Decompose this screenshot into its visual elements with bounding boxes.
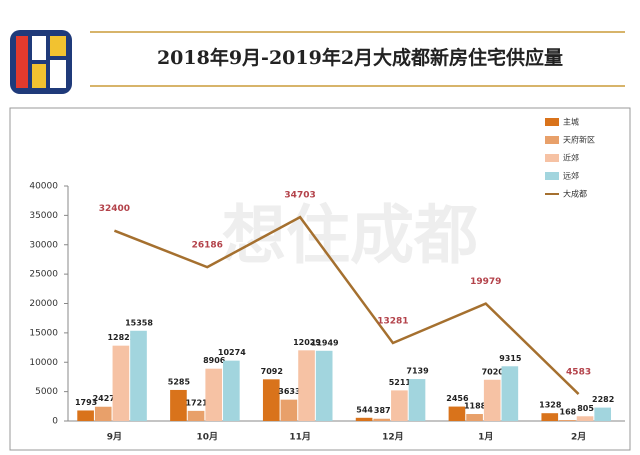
bar: [541, 413, 559, 421]
bar-value-label: 12029: [293, 338, 321, 347]
legend-label: 主城: [563, 117, 579, 127]
bar: [483, 379, 501, 421]
bar: [448, 406, 466, 421]
line-value-label: 13281: [377, 316, 408, 326]
chart-frame: [9, 107, 631, 451]
bar-value-label: 2427: [93, 394, 115, 403]
bar: [466, 414, 483, 421]
x-tick-label: 12月: [382, 432, 404, 443]
bar: [559, 420, 576, 421]
bar: [94, 406, 112, 421]
bar-value-label: 7139: [406, 367, 429, 376]
y-tick-label: 25000: [29, 270, 58, 280]
logo: [10, 30, 72, 94]
bar: [355, 417, 373, 421]
legend-label: 近郊: [563, 153, 579, 163]
y-tick-label: 30000: [29, 240, 58, 250]
bar-value-label: 2282: [592, 395, 614, 404]
watermark: 想住成都: [222, 200, 478, 274]
bar-value-label: 7020: [482, 367, 505, 376]
bar: [170, 389, 187, 421]
title: 2018年9月-2019年2月大成都新房住宅供应量: [157, 46, 563, 69]
bar: [298, 350, 315, 421]
x-tick-label: 10月: [196, 432, 218, 443]
line-value-label: 4583: [566, 368, 591, 378]
legend-swatch: [545, 172, 559, 180]
legend-swatch: [545, 136, 559, 144]
bar-value-label: 8906: [203, 356, 226, 365]
line-value-label: 19979: [470, 277, 501, 287]
line: [113, 215, 580, 395]
bar-value-label: 12822: [107, 333, 135, 342]
bar-value-label: 1188: [464, 402, 487, 411]
bar: [187, 410, 205, 421]
plot: 0 5000 10000 15000 20000 25000 30000 35000 40000…: [29, 117, 625, 443]
bar: [594, 407, 612, 421]
bar: [223, 360, 240, 421]
bar-value-label: 5285: [168, 377, 191, 386]
y-tick-label: 40000: [29, 182, 58, 192]
x-tick-label: 11月: [289, 432, 311, 443]
bar: [408, 379, 426, 421]
bar-value-label: 2456: [446, 394, 469, 403]
x-tick-label: 9月: [107, 432, 122, 443]
bar-value-label: 3633: [278, 387, 300, 396]
line-value-label: 32400: [99, 204, 130, 214]
line-value-label: 34703: [284, 191, 315, 201]
bar: [280, 399, 298, 421]
bar-value-label: 805: [577, 404, 594, 413]
y-tick-label: 35000: [29, 211, 58, 221]
bar-value-label: 15358: [125, 318, 153, 327]
legend-swatch: [545, 118, 559, 126]
bar: [576, 416, 594, 421]
bar: [112, 345, 130, 421]
legend-swatch: [545, 154, 559, 162]
bar-value-label: 10274: [218, 348, 246, 357]
bar-value-label: 9315: [499, 354, 522, 363]
bar-value-label: 1721: [185, 398, 208, 407]
bar-value-label: 7092: [261, 367, 283, 376]
legend-label: 大成都: [563, 189, 587, 199]
legend-label: 天府新区: [563, 135, 595, 145]
bar-value-label: 387: [374, 406, 391, 415]
y-tick-label: 10000: [29, 358, 58, 368]
bar-value-label: 11949: [311, 338, 339, 347]
bar: [130, 330, 147, 421]
bar: [501, 366, 519, 421]
y-tick-label: 0: [52, 417, 58, 427]
y-tick-label: 20000: [29, 299, 58, 309]
line-value-label: 26186: [192, 241, 223, 251]
bar-value-label: 1793: [75, 398, 97, 407]
y-tick-label: 5000: [35, 387, 58, 397]
y-tick-label: 15000: [29, 328, 58, 338]
bar-value-label: 168: [560, 408, 577, 417]
x-tick-label: 1月: [478, 432, 493, 443]
x-tick-label: 2月: [571, 432, 586, 443]
legend-label: 远郊: [563, 171, 579, 181]
bar-value-label: 544: [356, 405, 373, 414]
bar: [77, 410, 94, 421]
bar: [262, 379, 280, 421]
bar-value-label: 5211: [389, 378, 412, 387]
bar: [373, 418, 391, 421]
bar: [205, 368, 223, 421]
bar-value-label: 1328: [539, 401, 562, 410]
bar: [315, 350, 333, 421]
bar: [391, 390, 408, 421]
